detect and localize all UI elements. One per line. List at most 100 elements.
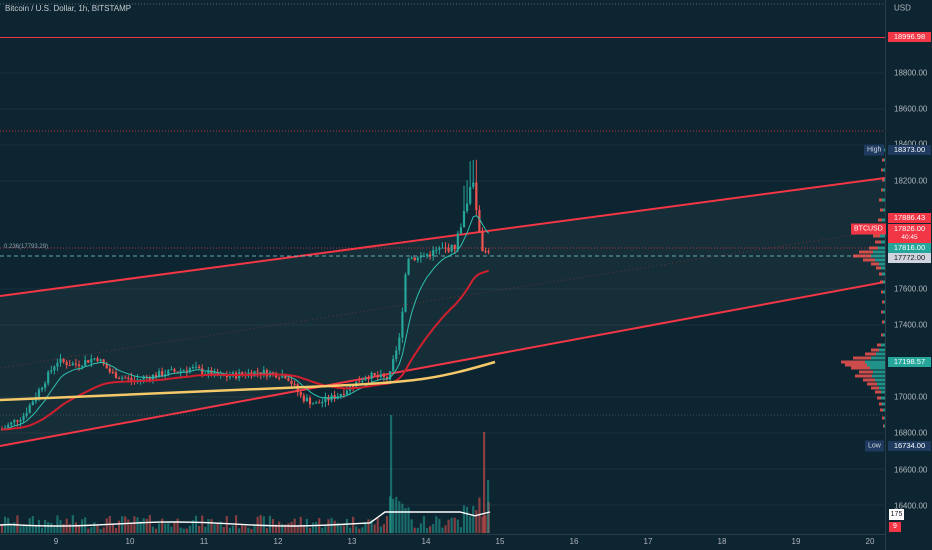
volume-bar (157, 523, 161, 533)
channel-lower-line (0, 281, 886, 447)
volume-bar (22, 525, 25, 533)
volume-bar (459, 527, 463, 533)
volume-bar (425, 528, 429, 533)
volume-bar (342, 525, 345, 533)
countdown-tag: 40:45 (888, 233, 931, 243)
profile-bar (879, 348, 885, 352)
volume-bar (429, 526, 432, 533)
candle-body (19, 419, 22, 422)
volume-bar (472, 505, 475, 533)
volume-bar (398, 501, 401, 533)
candle-body (262, 370, 265, 375)
candle-body (191, 366, 195, 369)
price-axis-currency: USD (894, 3, 911, 13)
volume-bar (225, 516, 228, 533)
candle-body (124, 377, 127, 379)
candle-body (194, 366, 198, 368)
price-tick: 18600.00 (894, 104, 928, 114)
profile-bar (884, 416, 885, 420)
fib-price-tag[interactable]: 17772.00 (888, 253, 931, 263)
profile-bar (859, 370, 873, 374)
profile-bar (845, 363, 867, 367)
profile-bar (875, 390, 881, 394)
volume-bar (31, 516, 34, 533)
profile-bar (882, 300, 884, 304)
candle-body (130, 377, 133, 381)
profile-bar (883, 333, 885, 337)
volume-bar (262, 516, 265, 533)
level-price-tag[interactable]: 18996.98 (888, 32, 931, 42)
candle-body (99, 359, 102, 362)
volume-bar (348, 527, 352, 533)
volume-bar (151, 526, 155, 533)
candle-body (210, 370, 213, 376)
price-tick: 17000.00 (894, 392, 928, 402)
time-tick: 12 (273, 537, 283, 546)
candle-body (207, 370, 210, 374)
candle-body (93, 358, 96, 360)
profile-bar (882, 272, 885, 276)
candle-body (10, 422, 13, 425)
volume-bar (483, 432, 486, 533)
candle-body (201, 368, 204, 375)
candle-body (459, 227, 463, 234)
candle-body (121, 377, 124, 379)
candle-body (167, 370, 170, 375)
profile-bar (872, 374, 885, 378)
candle-body (321, 402, 324, 404)
candle-body (7, 424, 10, 428)
candle-body (475, 182, 478, 210)
profile-bar (880, 234, 885, 238)
price-tick: 16800.00 (894, 428, 928, 438)
candle-body (299, 391, 302, 396)
candle-body (290, 380, 293, 384)
volume-bar (487, 480, 490, 533)
last-price-tag: 17826.00 (888, 224, 931, 234)
candle-body (62, 358, 65, 362)
candle-body (450, 244, 453, 252)
time-axis[interactable]: 9 10 11 12 13 14 15 16 17 18 19 20 (0, 534, 885, 550)
profile-bar (884, 424, 885, 428)
volume-bar (167, 523, 170, 533)
volume-bar (13, 522, 16, 533)
horizontal-levels[interactable] (0, 3, 885, 416)
profile-bar (883, 208, 885, 212)
parallel-channel[interactable] (0, 177, 886, 447)
volume-bar (324, 525, 327, 533)
fib-level-label: 0.236(17793.29) (4, 244, 49, 250)
volume-bar (401, 503, 404, 533)
volume-bar (188, 525, 191, 533)
chart-pane[interactable]: Bitcoin / U.S. Dollar, 1h, BITSTAMP 0.23… (0, 0, 886, 534)
profile-bar (881, 310, 883, 314)
profile-bar (873, 250, 885, 254)
candle-body (469, 187, 472, 204)
candle-body (395, 350, 398, 360)
price-axis[interactable]: USD 18800.00 18600.00 18400.00 18200.00 … (885, 0, 932, 550)
volume-bar (370, 519, 373, 533)
channel-price-tag[interactable]: 17886.43 (888, 213, 931, 223)
time-tick: 18 (717, 537, 727, 546)
volume-bar (444, 525, 447, 533)
profile-bar (881, 168, 883, 172)
volume-bar (50, 522, 53, 533)
volume-bar (34, 525, 37, 533)
volume-bar (7, 518, 10, 533)
candle-body (324, 396, 327, 403)
volume-bar (438, 518, 441, 533)
candle-body (361, 380, 364, 383)
volume-bar (210, 519, 213, 533)
profile-bar (882, 320, 884, 324)
volume-bar (379, 526, 382, 533)
profile-bar (883, 424, 884, 428)
candle-body (373, 372, 376, 376)
candle-body (293, 383, 296, 385)
volume-bar (302, 525, 305, 533)
profile-bar (855, 374, 872, 378)
profile-bar (883, 188, 885, 192)
candle-body (185, 370, 188, 372)
chart-canvas[interactable] (0, 0, 886, 534)
candle-body (87, 360, 90, 363)
volume-bar (68, 523, 71, 533)
candle-body (484, 251, 487, 253)
profile-bar (882, 158, 884, 162)
